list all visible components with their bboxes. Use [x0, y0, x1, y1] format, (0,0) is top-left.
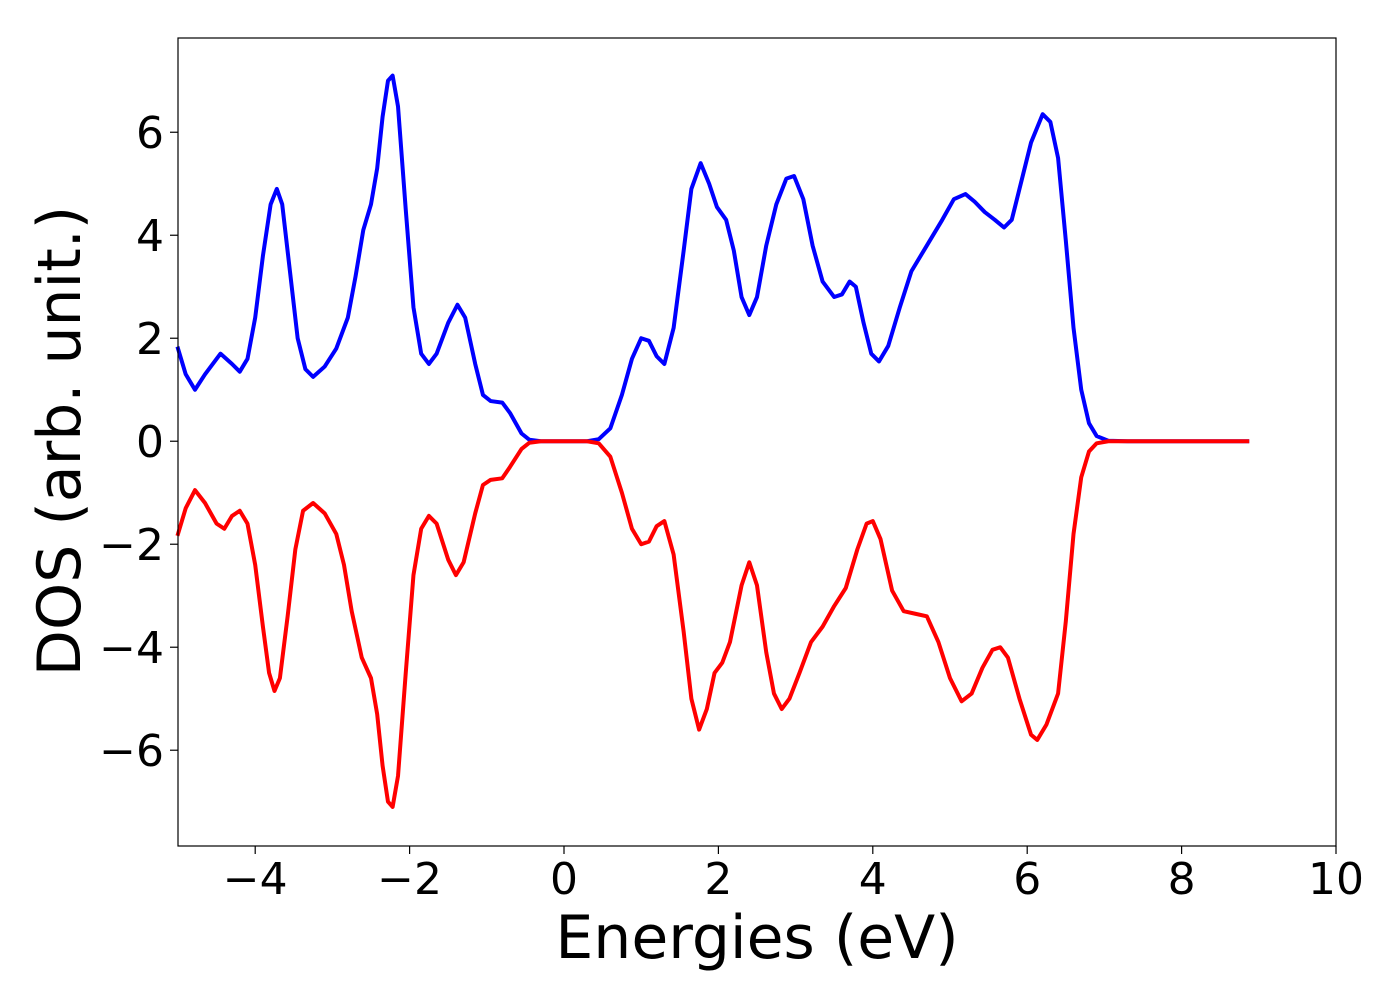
y-tick-label: −2 — [99, 520, 164, 571]
x-tick-label: 4 — [859, 854, 887, 905]
x-tick-label: 8 — [1168, 854, 1196, 905]
y-tick-label: 0 — [136, 417, 164, 468]
series-line — [175, 73, 1250, 444]
x-tick-label: 10 — [1308, 854, 1364, 905]
y-tick-label: 4 — [136, 211, 164, 262]
y-axis-label: DOS (arb. unit.) — [25, 206, 95, 676]
y-tick-label: −4 — [99, 623, 164, 674]
y-tick-label: −6 — [99, 726, 164, 777]
y-tick-label: 6 — [136, 108, 164, 159]
x-tick-label: −4 — [223, 854, 288, 905]
x-tick-label: 6 — [1013, 854, 1041, 905]
x-tick-label: −2 — [377, 854, 442, 905]
y-tick-label: 2 — [136, 314, 164, 365]
series-line — [175, 439, 1250, 809]
x-axis-label: Energies (eV) — [555, 903, 958, 973]
x-tick-label: 2 — [704, 854, 732, 905]
x-tick-label: 0 — [550, 854, 578, 905]
plot-frame — [177, 37, 1337, 847]
